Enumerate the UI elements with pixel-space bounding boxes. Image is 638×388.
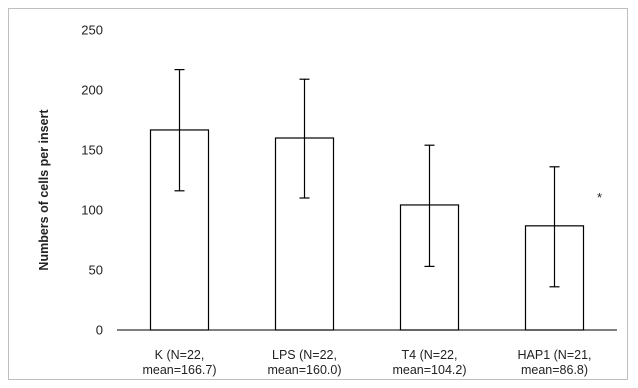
x-tick-label: mean=160.0) bbox=[267, 363, 341, 377]
x-tick-label: mean=166.7) bbox=[142, 363, 216, 377]
y-tick-label: 100 bbox=[81, 203, 103, 218]
significance-asterisk: * bbox=[597, 190, 602, 205]
x-tick-label: mean=86.8) bbox=[521, 363, 588, 377]
y-tick-label: 200 bbox=[81, 83, 103, 98]
x-tick-label: T4 (N=22, bbox=[402, 348, 458, 362]
x-tick-label: K (N=22, bbox=[155, 348, 205, 362]
x-tick-label: LPS (N=22, bbox=[272, 348, 337, 362]
x-tick-label: mean=104.2) bbox=[392, 363, 466, 377]
y-tick-label: 250 bbox=[81, 23, 103, 38]
y-tick-label: 50 bbox=[89, 263, 103, 278]
x-tick-label: HAP1 (N=21, bbox=[518, 348, 592, 362]
y-axis-title: Numbers of cells per insert bbox=[37, 109, 51, 271]
y-tick-label: 0 bbox=[96, 323, 103, 338]
y-tick-label: 150 bbox=[81, 143, 103, 158]
